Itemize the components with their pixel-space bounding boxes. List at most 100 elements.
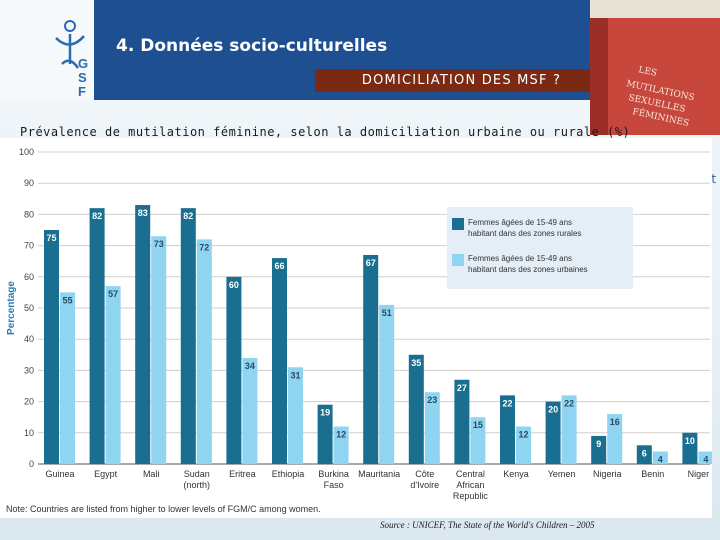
- bar-value-label: 73: [154, 239, 164, 249]
- bar-value-label: 35: [411, 358, 421, 368]
- y-tick-label: 90: [24, 178, 34, 188]
- x-tick-label-line: Ethiopia: [272, 469, 305, 479]
- book-edge: [590, 18, 608, 135]
- bar-value-label: 82: [92, 211, 102, 221]
- x-tick-label: Yemen: [548, 469, 576, 479]
- subtitle-banner: DOMICILIATION DES MSF ?: [315, 69, 608, 92]
- legend-label: habitant dans des zones rurales: [468, 229, 581, 238]
- bar-value-label: 72: [199, 242, 209, 252]
- bar: [424, 392, 440, 464]
- bar-value-label: 83: [138, 208, 148, 218]
- bar: [561, 395, 577, 464]
- legend-label: Femmes âgées de 15-49 ans: [468, 254, 572, 263]
- chart-heading: Prévalence de mutilation féminine, selon…: [20, 125, 631, 139]
- bar: [454, 379, 470, 464]
- x-tick-label: Mali: [143, 469, 160, 479]
- legend-swatch: [452, 218, 464, 230]
- bar-value-label: 34: [245, 361, 255, 371]
- x-tick-label: Burkina Faso: [318, 469, 349, 490]
- y-tick-label: 80: [24, 209, 34, 219]
- bar: [652, 451, 668, 464]
- book-cover: [590, 0, 720, 135]
- x-tick-label: Guinea: [45, 469, 74, 479]
- bar: [105, 286, 121, 464]
- bar: [470, 417, 486, 464]
- x-tick-label-line: Yemen: [548, 469, 576, 479]
- bar: [317, 404, 333, 464]
- legend-swatch: [452, 254, 464, 266]
- y-tick-label: 60: [24, 272, 34, 282]
- bar: [151, 236, 167, 464]
- page-title: 4. Données socio-culturelles: [116, 36, 388, 56]
- y-tick-label: 70: [24, 241, 34, 251]
- x-tick-label-line: Republic: [453, 491, 489, 501]
- x-tick-label-line: Guinea: [45, 469, 74, 479]
- x-tick-label-line: Kenya: [503, 469, 529, 479]
- x-tick-label: Kenya: [503, 469, 529, 479]
- y-tick-label: 100: [19, 147, 34, 157]
- x-tick-label-line: Niger: [688, 469, 710, 479]
- bar-value-label: 10: [685, 436, 695, 446]
- bar-value-label: 51: [382, 308, 392, 318]
- y-tick-label: 50: [24, 303, 34, 313]
- book-text-line: LES: [637, 65, 657, 79]
- y-tick-label: 0: [29, 459, 34, 469]
- bar-value-label: 55: [62, 295, 72, 305]
- x-tick-label: Central African Republic: [453, 469, 489, 501]
- x-tick-label: Benin: [641, 469, 664, 479]
- bar: [180, 208, 196, 464]
- legend-box: [447, 207, 633, 289]
- bar-value-label: 19: [320, 408, 330, 418]
- bar-value-label: 9: [596, 439, 601, 449]
- x-tick-label-line: Burkina: [318, 469, 349, 479]
- bar-value-label: 6: [642, 448, 647, 458]
- bar-value-label: 12: [518, 430, 528, 440]
- bar-value-label: 4: [703, 455, 708, 465]
- x-tick-label: Mauritania: [358, 469, 400, 479]
- y-tick-label: 40: [24, 334, 34, 344]
- bar: [682, 432, 698, 464]
- x-tick-label-line: Faso: [324, 480, 344, 490]
- source-citation: Source : UNICEF, The State of the World'…: [380, 520, 595, 530]
- bar: [60, 292, 75, 464]
- bar-value-label: 22: [502, 398, 512, 408]
- logo-letter-s: S: [78, 70, 87, 85]
- legend-label: Femmes âgées de 15-49 ans: [468, 218, 572, 227]
- y-tick-label: 30: [24, 365, 34, 375]
- logo-letter-f: F: [78, 84, 86, 99]
- bar-value-label: 15: [473, 420, 483, 430]
- x-tick-label-line: d'Ivoire: [410, 480, 439, 490]
- bar-value-label: 60: [229, 280, 239, 290]
- bar: [636, 445, 652, 464]
- bar-value-label: 67: [366, 258, 376, 268]
- gsf-logo: G S F: [55, 20, 88, 99]
- bar: [242, 357, 258, 464]
- bar: [516, 426, 531, 464]
- x-tick-label-line: (north): [184, 480, 211, 490]
- bar: [698, 451, 712, 464]
- x-tick-label-line: Nigeria: [593, 469, 622, 479]
- bar: [607, 414, 623, 464]
- bar: [135, 205, 151, 464]
- bar-value-label: 57: [108, 289, 118, 299]
- x-tick-label-line: Sudan: [184, 469, 210, 479]
- y-tick-label: 20: [24, 397, 34, 407]
- bar: [408, 354, 424, 464]
- x-tick-label-line: Mali: [143, 469, 160, 479]
- logo-head-mark: [64, 20, 76, 32]
- bar-value-label: 12: [336, 430, 346, 440]
- bar-value-label: 75: [46, 233, 56, 243]
- bar: [363, 254, 379, 464]
- bar: [591, 435, 607, 464]
- x-tick-label-line: African: [456, 480, 484, 490]
- x-tick-label-line: Eritrea: [229, 469, 256, 479]
- bar: [196, 239, 212, 464]
- bar: [288, 367, 303, 464]
- y-tick-label: 10: [24, 428, 34, 438]
- chart-note: Note: Countries are listed from higher t…: [6, 504, 321, 514]
- bar: [500, 395, 515, 464]
- x-tick-label: Ethiopia: [272, 469, 305, 479]
- book-image: LES MUTILATIONS SEXUELLES FÉMININES: [590, 0, 720, 135]
- logo-figure-mark: [55, 34, 85, 69]
- x-tick-label: Egypt: [94, 469, 118, 479]
